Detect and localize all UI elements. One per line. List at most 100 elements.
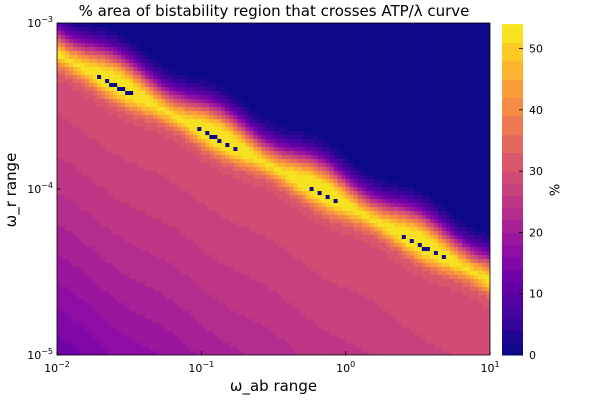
- heatmap-cell: [285, 103, 291, 108]
- heatmap-cell: [273, 147, 279, 152]
- heatmap-cell: [125, 295, 130, 300]
- heatmap-cell: [189, 243, 194, 248]
- heatmap-cell: [73, 207, 78, 212]
- heatmap-cell: [69, 215, 74, 220]
- heatmap-cell: [101, 263, 106, 268]
- heatmap-cell: [221, 151, 226, 156]
- heatmap-cell: [289, 223, 295, 228]
- heatmap-cell: [185, 23, 190, 28]
- heatmap-cell: [117, 335, 122, 340]
- heatmap-cell: [101, 119, 106, 124]
- heatmap-cell: [137, 279, 142, 284]
- heatmap-cell: [109, 131, 114, 136]
- heatmap-cell: [181, 139, 186, 144]
- heatmap-cell: [265, 55, 271, 60]
- heatmap-cell: [141, 63, 146, 68]
- heatmap-cell: [277, 119, 283, 124]
- heatmap-cell: [245, 171, 251, 176]
- heatmap-cell: [265, 91, 271, 96]
- heatmap-cell: [273, 295, 279, 300]
- heatmap-cell: [269, 323, 275, 328]
- heatmap-cell: [85, 99, 90, 104]
- heatmap-cell: [105, 199, 110, 204]
- heatmap-cell: [141, 119, 146, 124]
- heatmap-cell: [233, 179, 239, 184]
- heatmap-cell: [93, 131, 98, 136]
- heatmap-cell: [249, 75, 255, 80]
- heatmap-cell: [89, 323, 94, 328]
- heatmap-cell: [81, 223, 86, 228]
- heatmap-cell: [285, 239, 291, 244]
- heatmap-cell: [173, 63, 178, 68]
- heatmap-cell: [85, 227, 90, 232]
- heatmap-cell: [81, 215, 86, 220]
- heatmap-cell: [201, 311, 206, 316]
- heatmap-cell: [125, 195, 130, 200]
- heatmap-cell: [229, 35, 235, 40]
- heatmap-cell: [241, 179, 247, 184]
- heatmap-cell: [85, 139, 90, 144]
- heatmap-cell: [165, 243, 170, 248]
- heatmap-cell: [221, 271, 226, 276]
- heatmap-cell: [97, 99, 102, 104]
- heatmap-cell: [181, 307, 186, 312]
- heatmap-cell: [293, 23, 299, 28]
- heatmap-cell: [265, 71, 271, 76]
- heatmap-cell: [245, 95, 251, 100]
- heatmap-cell: [137, 311, 142, 316]
- heatmap-cell: [261, 87, 267, 92]
- heatmap-cell: [101, 303, 106, 308]
- heatmap-cell: [81, 243, 86, 248]
- heatmap-cell: [113, 179, 118, 184]
- heatmap-cell: [61, 183, 66, 188]
- heatmap-cell: [141, 279, 146, 284]
- heatmap-cell: [225, 155, 230, 160]
- heatmap-cell: [217, 51, 222, 56]
- heatmap-cell: [261, 119, 267, 124]
- heatmap-cell: [205, 311, 210, 316]
- heatmap-cell: [157, 83, 162, 88]
- heatmap-cell: [205, 67, 210, 72]
- heatmap-cell: [197, 119, 202, 124]
- heatmap-cell: [117, 267, 122, 272]
- heatmap-cell: [253, 31, 259, 36]
- heatmap-cell: [137, 179, 142, 184]
- heatmap-cell: [169, 87, 174, 92]
- heatmap-cell: [85, 135, 90, 140]
- heatmap-cell: [253, 23, 259, 28]
- heatmap-cell: [65, 199, 70, 204]
- heatmap-cell: [169, 163, 174, 168]
- heatmap-cell: [289, 303, 295, 308]
- heatmap-cell: [293, 127, 299, 132]
- heatmap-cell: [113, 143, 118, 148]
- heatmap-cell: [133, 223, 138, 228]
- heatmap-cell: [221, 259, 226, 264]
- heatmap-cell: [69, 299, 74, 304]
- heatmap-cell: [149, 335, 154, 340]
- heatmap-cell: [229, 83, 235, 88]
- heatmap-cell: [277, 27, 283, 32]
- heatmap-cell: [113, 35, 118, 40]
- heatmap-cell: [61, 303, 66, 308]
- heatmap-cell: [253, 195, 259, 200]
- heatmap-cell: [69, 259, 74, 264]
- heatmap-cell: [61, 283, 66, 288]
- heatmap-cell: [153, 99, 158, 104]
- heatmap-cell: [265, 39, 271, 44]
- heatmap-cell: [137, 243, 142, 248]
- heatmap-cell: [181, 175, 186, 180]
- heatmap-cell: [233, 271, 239, 276]
- heatmap-cell: [249, 271, 255, 276]
- heatmap-cell: [65, 51, 70, 56]
- heatmap-cell: [253, 191, 259, 196]
- heatmap-cell: [73, 119, 78, 124]
- heatmap-cell: [109, 307, 114, 312]
- heatmap-cell: [233, 163, 239, 168]
- heatmap-cell: [161, 35, 166, 40]
- heatmap-cell: [141, 167, 146, 172]
- heatmap-cell: [125, 315, 130, 320]
- heatmap-cell: [249, 63, 255, 68]
- heatmap-cell: [137, 47, 142, 52]
- heatmap-cell: [149, 59, 154, 64]
- heatmap-cell: [157, 59, 162, 64]
